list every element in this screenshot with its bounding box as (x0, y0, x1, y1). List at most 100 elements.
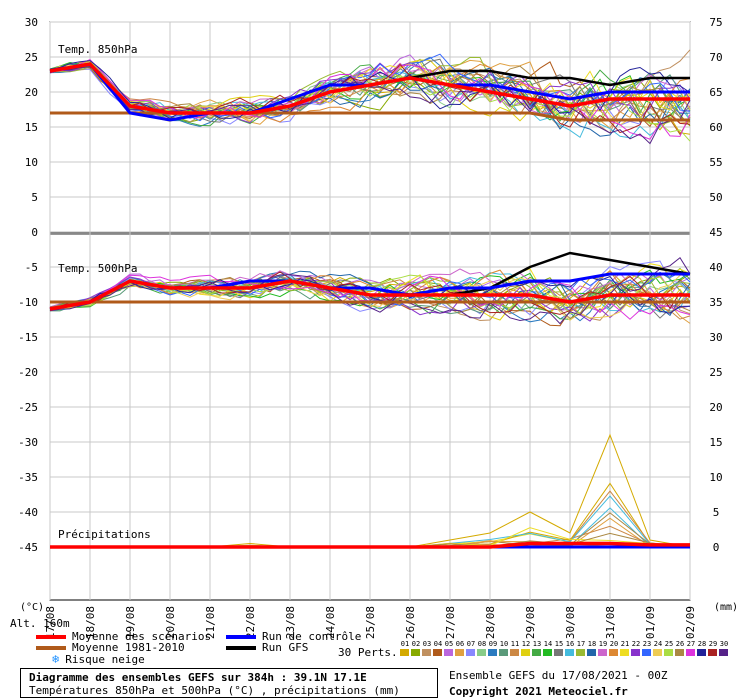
panel-label-t850: Temp. 850hPa (58, 43, 137, 56)
pert-swatch (510, 649, 519, 656)
pert-number: 21 (620, 640, 630, 648)
x-tick-label: 26/08 (404, 606, 417, 639)
pert-number: 19 (598, 640, 608, 648)
pert-swatch (521, 649, 530, 656)
left-tick-label: -25 (18, 401, 38, 414)
pert-swatch (488, 649, 497, 656)
pert-swatch (576, 649, 585, 656)
pert-number: 05 (444, 640, 454, 648)
pert-swatch (466, 649, 475, 656)
snowflake-icon: ❄ (52, 652, 60, 666)
x-tick-label: 23/08 (284, 606, 297, 639)
pert-swatch (543, 649, 552, 656)
pert-number: 29 (708, 640, 718, 648)
pert-number: 20 (609, 640, 619, 648)
left-tick-label: 0 (31, 226, 38, 239)
x-tick-label: 18/08 (84, 606, 97, 639)
panel-label-t500: Temp. 500hPa (58, 262, 137, 275)
pert-number: 03 (422, 640, 432, 648)
right-tick-label: 55 (709, 156, 722, 169)
pert-swatch (675, 649, 684, 656)
mean-line-precip (50, 541, 690, 549)
right-tick-label: 10 (709, 471, 722, 484)
right-tick-label: 75 (709, 16, 722, 29)
pert-swatch (554, 649, 563, 656)
x-tick-label: 22/08 (244, 606, 257, 639)
left-tick-label: -5 (25, 261, 38, 274)
legend-swatch (226, 634, 256, 639)
pert-swatch (719, 649, 728, 656)
member-line-t850 (49, 63, 691, 139)
pert-swatch (708, 649, 717, 656)
member-line-t500 (49, 256, 691, 325)
pert-swatch (565, 649, 574, 656)
pert-number: 04 (433, 640, 443, 648)
legend-gfs-run: Run GFS (226, 641, 308, 654)
left-tick-label: -40 (18, 506, 38, 519)
pert-number: 25 (664, 640, 674, 648)
left-tick-label: -45 (18, 541, 38, 554)
info-subtitle: Températures 850hPa et 500hPa (°C) , pré… (29, 684, 400, 697)
x-tick-label: 27/08 (444, 606, 457, 639)
pert-swatch (686, 649, 695, 656)
perts-label: 30 Perts. (338, 646, 398, 659)
x-tick-label: 30/08 (564, 606, 577, 639)
x-tick-label: 25/08 (364, 606, 377, 639)
x-tick-label: 19/08 (124, 606, 137, 639)
right-tick-label: 60 (709, 121, 722, 134)
pert-number: 24 (653, 640, 663, 648)
ensemble-run-label: Ensemble GEFS du 17/08/2021 - 00Z (449, 669, 668, 682)
pert-swatch (609, 649, 618, 656)
pert-swatch (631, 649, 640, 656)
right-tick-label: 40 (709, 261, 722, 274)
pert-number: 26 (675, 640, 685, 648)
copyright: Copyright 2021 Meteociel.fr (449, 685, 628, 698)
right-tick-label: 15 (709, 436, 722, 449)
legend-snow-risk: ❄ Risque neige (52, 652, 145, 666)
pert-swatch (499, 649, 508, 656)
pert-number: 02 (411, 640, 421, 648)
left-tick-label: 20 (25, 86, 38, 99)
pert-number: 22 (631, 640, 641, 648)
member-line-t850 (49, 62, 691, 124)
pert-number: 27 (686, 640, 696, 648)
x-tick-label: 28/08 (484, 606, 497, 639)
legend-swatch (226, 645, 256, 650)
pert-swatch (587, 649, 596, 656)
pert-number: 01 (400, 640, 410, 648)
pert-swatch (532, 649, 541, 656)
legend-label: Moyenne des scénarios (72, 630, 212, 643)
pert-number: 07 (466, 640, 476, 648)
info-box: Diagramme des ensembles GEFS sur 384h : … (20, 668, 438, 698)
member-line-t500 (49, 271, 691, 321)
pert-number: 28 (697, 640, 707, 648)
pert-number: 15 (554, 640, 564, 648)
left-axis-unit: (°C) (20, 602, 44, 613)
legend-control-run: Run de contrôle (226, 630, 361, 643)
left-tick-label: 25 (25, 51, 38, 64)
left-tick-label: -30 (18, 436, 38, 449)
pert-swatch (422, 649, 431, 656)
right-tick-label: 45 (709, 226, 722, 239)
pert-swatch (598, 649, 607, 656)
legend-label: Run de contrôle (262, 630, 362, 643)
left-tick-label: -35 (18, 471, 38, 484)
right-tick-label: 50 (709, 191, 722, 204)
x-tick-label: 21/08 (204, 606, 217, 639)
legend: Moyenne des scénarios Moyenne 1981-2010 … (30, 628, 450, 668)
pert-number: 11 (510, 640, 520, 648)
x-tick-label: 24/08 (324, 606, 337, 639)
pert-number: 30 (719, 640, 729, 648)
x-tick-label: 31/08 (604, 606, 617, 639)
pert-swatch (697, 649, 706, 656)
left-tick-label: 10 (25, 156, 38, 169)
pert-swatch (400, 649, 409, 656)
pert-number: 16 (565, 640, 575, 648)
legend-label: Risque neige (65, 652, 145, 666)
panel-label-precip: Précipitations (58, 528, 151, 541)
right-tick-label: 20 (709, 401, 722, 414)
right-tick-label: 30 (709, 331, 722, 344)
pert-number: 14 (543, 640, 553, 648)
pert-number: 18 (587, 640, 597, 648)
